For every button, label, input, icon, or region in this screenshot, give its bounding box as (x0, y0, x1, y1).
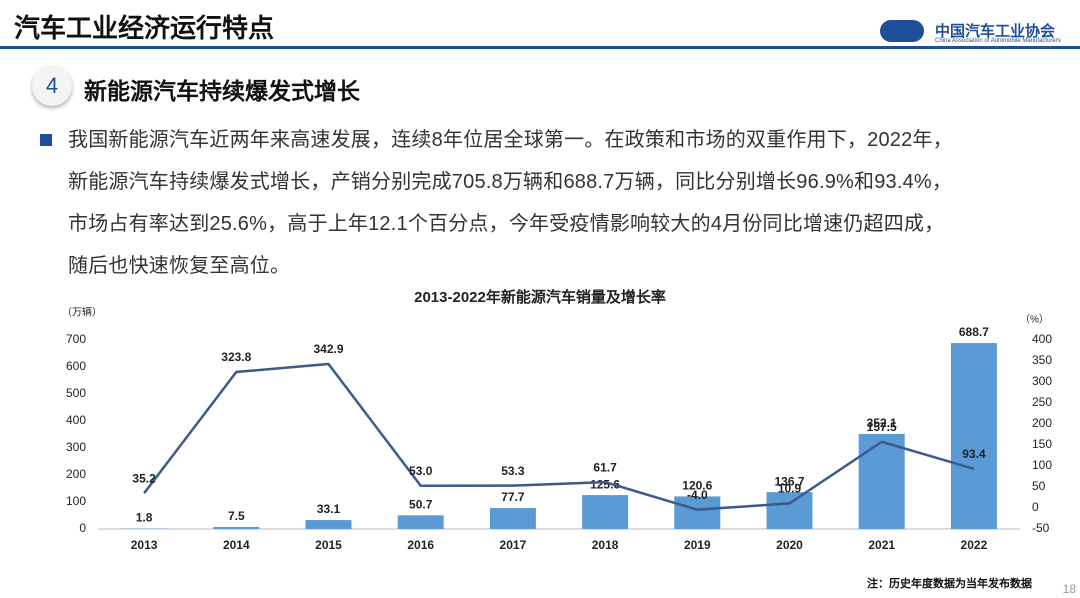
y-tick-label: 700 (66, 332, 86, 346)
y2-tick-label: 250 (1032, 395, 1052, 409)
y2-tick-label: 400 (1032, 332, 1052, 346)
line-value-label: 61.7 (593, 460, 617, 474)
line-value-label: 93.4 (962, 447, 986, 461)
x-tick-label: 2021 (868, 538, 895, 552)
x-tick-label: 2019 (684, 538, 711, 552)
chart: 2013-2022年新能源汽车销量及增长率 （万辆） （%） 0 100 200 30… (62, 288, 1052, 552)
bar (582, 495, 629, 529)
x-tick-label: 2015 (315, 538, 342, 552)
line-value-label: 53.0 (409, 464, 433, 478)
line-value-label: 342.9 (313, 342, 343, 356)
bar (397, 515, 444, 529)
bar-value-label: 136.7 (774, 474, 804, 488)
section-title: 新能源汽车持续爆发式增长 (84, 78, 360, 104)
y-tick-label: 100 (66, 494, 86, 508)
bar-value-label: 120.6 (682, 479, 712, 493)
line-value-label: 10.9 (778, 482, 802, 496)
y-tick-label: 500 (66, 386, 86, 400)
bar-value-label: 33.1 (317, 502, 341, 516)
y-axis-label: （万辆） (62, 306, 102, 319)
footnote: 注：历史年度数据为当年发布数据 (867, 578, 1032, 590)
y2-tick-label: 0 (1032, 500, 1039, 514)
paragraph-line: 我国新能源汽车近两年来高速发展，连续8年位居全球第一。在政策和市场的双重作用下，… (68, 129, 953, 151)
bar (674, 496, 721, 529)
line-value-label: 53.3 (501, 464, 525, 478)
y2-tick-label: 50 (1032, 479, 1046, 493)
y2-axis-label: （%） (1020, 314, 1049, 326)
page-number: 18 (1062, 582, 1076, 596)
bar (489, 508, 536, 529)
logo-mark (880, 20, 924, 42)
x-tick-label: 2022 (961, 538, 988, 552)
y-tick-label: 200 (66, 467, 86, 481)
y-tick-label: 300 (66, 440, 86, 454)
y-tick-label: 600 (66, 359, 86, 373)
x-tick-label: 2017 (500, 538, 527, 552)
bar (305, 520, 352, 529)
y2-tick-label: -50 (1032, 521, 1050, 535)
y2-tick-label: 350 (1032, 353, 1052, 367)
x-tick-label: 2016 (407, 538, 434, 552)
bar-value-label: 77.7 (501, 490, 525, 504)
line-value-label: 323.8 (221, 350, 251, 364)
y-tick-label: 400 (66, 413, 86, 427)
bar-value-label: 352.1 (867, 416, 897, 430)
header-rule (0, 46, 1080, 49)
bar (950, 343, 997, 529)
y-tick-label: 0 (79, 521, 86, 535)
bar (766, 492, 813, 529)
paragraph-line: 新能源汽车持续爆发式增长，产销分别完成705.8万辆和688.7万辆，同比分别增… (68, 171, 953, 193)
line (143, 362, 975, 511)
line-value-label: 157.5 (867, 420, 897, 434)
paragraph-line: 市场占有率达到25.6%，高于上年12.1个百分点，今年受疫情影响较大的4月份同… (68, 213, 945, 235)
bar (858, 433, 905, 529)
logo-en: China Association of Automobile Manufact… (935, 38, 1061, 44)
paragraph: 我国新能源汽车近两年来高速发展，连续8年位居全球第一。在政策和市场的双重作用下，… (68, 119, 953, 287)
y2-tick-label: 200 (1032, 416, 1052, 430)
x-tick-label: 2013 (131, 538, 158, 552)
section-number: 4 (32, 66, 72, 106)
line-value-label: -4.0 (687, 488, 708, 502)
y2-tick-label: 150 (1032, 437, 1052, 451)
header-title: 汽车工业经济运行特点 (14, 13, 275, 43)
y2-tick-label: 300 (1032, 374, 1052, 388)
bar-value-label: 688.7 (959, 325, 989, 339)
bullet (40, 134, 52, 146)
line-value-label: 35.2 (132, 471, 156, 485)
x-tick-label: 2020 (776, 538, 803, 552)
bar-value-label: 50.7 (409, 497, 433, 511)
bar-value-label: 125.6 (590, 477, 620, 491)
y2-tick-label: 100 (1032, 458, 1052, 472)
bar-value-label: 1.8 (136, 511, 153, 525)
chart-title: 2013-2022年新能源汽车销量及增长率 (414, 288, 666, 306)
bar (213, 526, 260, 529)
logo-cn: 中国汽车工业协会 (935, 23, 1056, 40)
bar-value-label: 7.5 (228, 509, 245, 523)
x-tick-label: 2018 (592, 538, 619, 552)
x-tick-label: 2014 (223, 538, 250, 552)
paragraph-line: 随后也快速恢复至高位。 (68, 255, 291, 277)
